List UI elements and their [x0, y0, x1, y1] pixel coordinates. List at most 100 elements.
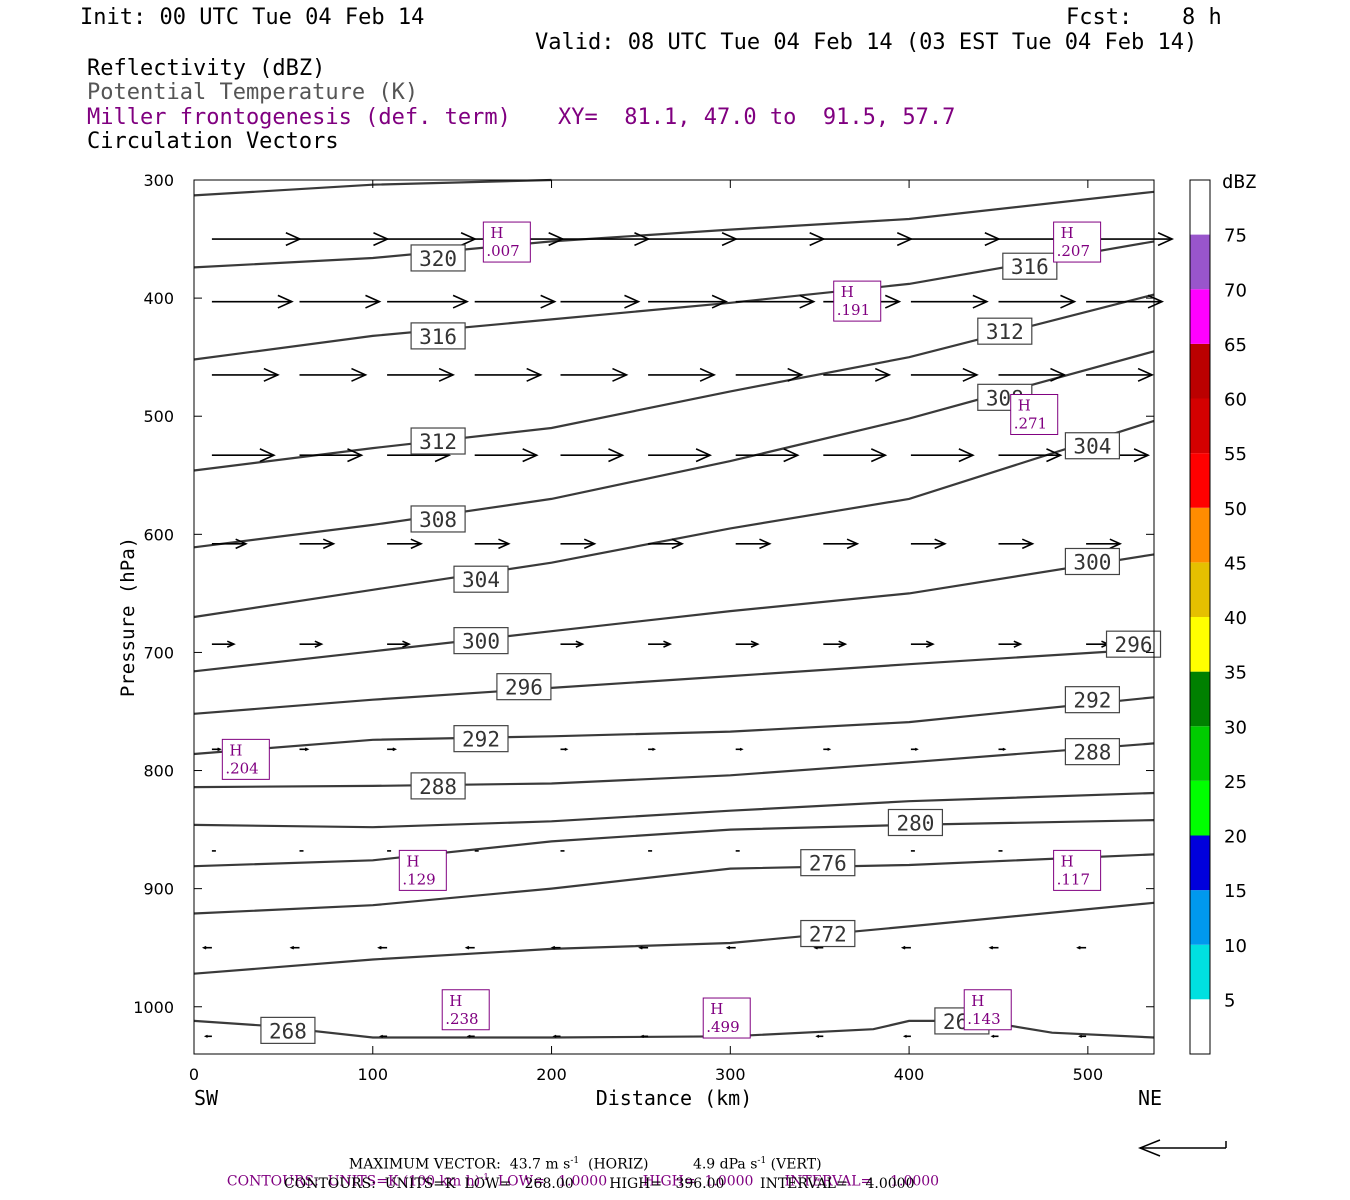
colorbar-swatch: [1190, 890, 1210, 945]
colorbar-label: 35: [1224, 663, 1247, 684]
circulation-vector: [560, 448, 625, 463]
colorbar-swatch: [1190, 944, 1210, 1000]
theta-label: 300: [453, 627, 509, 655]
y-tick-label: 900: [143, 880, 174, 899]
circulation-vector: [725, 945, 736, 950]
circulation-vector: [211, 294, 294, 309]
circulation-vector: [560, 640, 585, 648]
y-axis-title: Pressure (hPa): [117, 537, 139, 697]
colorbar-label: 25: [1224, 772, 1247, 793]
circulation-vector: [299, 367, 368, 382]
circulation-vector: [998, 640, 1023, 648]
svg-text:316: 316: [419, 325, 457, 349]
circulation-vector: [998, 294, 1077, 309]
colorbar-label: 5: [1224, 990, 1235, 1011]
circulation-vector: [910, 294, 989, 309]
theta-label: 288: [1064, 738, 1121, 766]
theta-contour-line: [193, 819, 1155, 868]
y-tick-label: 400: [143, 289, 174, 308]
theta-contour-line: [193, 240, 1155, 361]
circulation-vector: [638, 945, 649, 950]
colorbar-swatch: [1190, 562, 1210, 617]
colorbar-frame: [1189, 179, 1211, 1055]
svg-text:.129: .129: [402, 870, 435, 888]
colorbar-label: 65: [1224, 335, 1247, 356]
circulation-vector: [387, 232, 478, 247]
circulation-vector: [211, 640, 236, 648]
theta-label: 316: [1002, 252, 1058, 280]
circulation-vector: [648, 747, 657, 751]
axes: 300 400 500 600 700 800 900 1000 0 100 200 300 400 50…: [133, 171, 1154, 1084]
circulation-vector: [387, 747, 398, 752]
circulation-vector: [990, 1034, 999, 1038]
plot-frame: [193, 179, 1155, 1055]
x-tick-label: 500: [1073, 1065, 1104, 1084]
x-tick-label: 200: [536, 1065, 567, 1084]
theta-label: 300: [1064, 547, 1121, 576]
y-tick-label: 500: [143, 407, 174, 426]
circulation-vector: [1076, 945, 1087, 950]
circulation-vector: [211, 232, 302, 247]
theta-label: 316: [410, 322, 466, 350]
circulation-vector: [648, 640, 673, 648]
svg-text:H: H: [1018, 396, 1031, 414]
svg-text:H: H: [229, 741, 242, 759]
circulation-vector: [910, 640, 935, 648]
circulation-vector: [648, 448, 713, 463]
svg-text:296: 296: [1115, 633, 1153, 657]
circulation-vector: [900, 945, 911, 950]
circulation-vector: [1086, 538, 1123, 550]
frontogenesis-max: H.207: [1053, 221, 1102, 263]
theta-contour-line: [193, 419, 1155, 619]
svg-text:H: H: [490, 224, 503, 242]
theta-label: 292: [1064, 686, 1121, 714]
svg-text:308: 308: [419, 508, 457, 532]
circulation-vector: [735, 640, 760, 648]
theta-contour-line: [193, 293, 1155, 472]
theta-label: 280: [887, 808, 944, 837]
theta-label: 312: [977, 317, 1033, 345]
colorbar-swatch: [1190, 507, 1210, 563]
circulation-vector: [910, 448, 975, 463]
circulation-vector: [560, 367, 629, 382]
circulation-vector: [735, 367, 804, 382]
x-axis-title: Distance (km): [596, 1086, 753, 1110]
frontogenesis-max: H.007: [482, 221, 531, 263]
circulation-vector: [466, 1034, 475, 1038]
colorbar-label: 55: [1224, 444, 1247, 465]
colorbar-label: 70: [1224, 280, 1247, 301]
x-axis-left-label: SW: [194, 1086, 219, 1110]
circulation-vector: [910, 538, 947, 550]
colorbar-label: 60: [1224, 390, 1247, 411]
colorbar-swatch: [1190, 343, 1210, 399]
svg-text:292: 292: [462, 728, 500, 752]
colorbar-swatch: [1190, 289, 1210, 344]
svg-text:.499: .499: [706, 1018, 739, 1036]
circulation-vector: [910, 232, 1001, 247]
svg-text:.238: .238: [445, 1010, 478, 1028]
circulation-vector: [560, 538, 597, 550]
field-reflectivity: Reflectivity (dBZ): [87, 56, 326, 81]
theta-contour-line: [193, 901, 1155, 975]
valid-time: Valid: 08 UTC Tue 04 Feb 14 (03 EST Tue …: [535, 30, 1198, 55]
svg-text:268: 268: [269, 1019, 307, 1043]
theta-label: 268: [260, 1016, 316, 1044]
svg-text:304: 304: [462, 568, 500, 592]
colorbar-swatch: [1190, 234, 1210, 290]
circulation-vector: [735, 747, 744, 751]
circulation-vector: [211, 367, 280, 382]
colorbar-swatch: [1190, 453, 1210, 508]
svg-text:292: 292: [1073, 689, 1111, 713]
svg-text:.204: .204: [225, 759, 258, 777]
circulation-vector: [474, 294, 557, 309]
theta-contour-line: [193, 1019, 1155, 1039]
x-axis-right-label: NE: [1138, 1086, 1162, 1110]
colorbar-swatch: [1190, 999, 1210, 1054]
circulation-vector: [211, 448, 276, 463]
circulation-vector: [550, 945, 561, 950]
theta-contour-line: [193, 853, 1155, 915]
frontogenesis-max: H.129: [398, 849, 447, 891]
svg-text:.143: .143: [967, 1010, 1000, 1028]
